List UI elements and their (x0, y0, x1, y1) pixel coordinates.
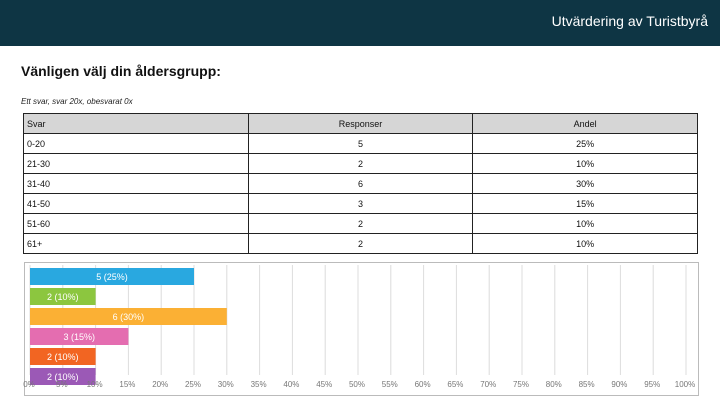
cell-answer: 21-30 (23, 153, 249, 174)
bar-0-20 (30, 268, 194, 285)
x-axis-labels: 0% 5% 10% 15% 20% 25% 30% 35% 40% 45% 50% 55% 60% 65%… (23, 380, 695, 389)
x-tick-label: 40% (283, 380, 299, 389)
x-tick-label: 90% (611, 380, 627, 389)
bar-data-label: 2 (10%) (47, 292, 79, 302)
x-tick-label: 10% (87, 380, 103, 389)
x-tick-label: 0% (23, 380, 35, 389)
cell-answer: 41-50 (23, 193, 249, 214)
page-title: Utvärdering av Turistbyrå (551, 13, 708, 29)
bar-21-30 (30, 288, 96, 305)
cell-responses: 2 (247, 153, 474, 174)
cell-share: 25% (472, 133, 698, 154)
table-row: 41-50 3 15% (23, 193, 698, 214)
results-table: Svar Responser Andel 0-20 5 25% 21-30 2 … (23, 113, 698, 254)
bar-chart-svg: 5 (25%) 2 (10%) 6 (30%) 3 (15%) 2 (10%) 2 (10… (29, 265, 687, 385)
x-tick-label: 15% (119, 380, 135, 389)
cell-responses: 3 (247, 193, 474, 214)
cell-answer: 31-40 (23, 173, 249, 194)
question-heading: Vänligen välj din åldersgrupp: (21, 63, 221, 79)
x-tick-label: 80% (546, 380, 562, 389)
table-row: 21-30 2 10% (23, 153, 698, 174)
x-tick-label: 75% (513, 380, 529, 389)
x-tick-label: 30% (218, 380, 234, 389)
bar-chart: 5 (25%) 2 (10%) 6 (30%) 3 (15%) 2 (10%) 2 (10… (24, 262, 699, 396)
x-tick-label: 55% (382, 380, 398, 389)
header-cell-share: Andel (472, 113, 698, 134)
bar-data-label: 6 (30%) (113, 312, 145, 322)
x-tick-label: 20% (152, 380, 168, 389)
cell-responses: 2 (247, 233, 474, 254)
bar-data-label: 3 (15%) (63, 332, 95, 342)
header-bar: Utvärdering av Turistbyrå (0, 0, 720, 46)
cell-answer: 51-60 (23, 213, 249, 234)
cell-responses: 6 (247, 173, 474, 194)
cell-answer: 0-20 (23, 133, 249, 154)
bar-data-label: 5 (25%) (96, 272, 128, 282)
bar-data-label: 2 (10%) (47, 372, 79, 382)
table-row: 61+ 2 10% (23, 233, 698, 254)
cell-share: 15% (472, 193, 698, 214)
cell-responses: 2 (247, 213, 474, 234)
bar-data-label: 2 (10%) (47, 352, 79, 362)
header-cell-answer: Svar (23, 113, 249, 134)
x-tick-label: 25% (185, 380, 201, 389)
cell-answer: 61+ (23, 233, 249, 254)
table-header-row: Svar Responser Andel (23, 113, 698, 134)
cell-responses: 5 (247, 133, 474, 154)
x-tick-label: 60% (415, 380, 431, 389)
bar-51-60 (30, 348, 96, 365)
cell-share: 30% (472, 173, 698, 194)
cell-share: 10% (472, 153, 698, 174)
x-tick-label: 100% (675, 380, 695, 389)
cell-share: 10% (472, 233, 698, 254)
table-row: 31-40 6 30% (23, 173, 698, 194)
x-tick-label: 35% (251, 380, 267, 389)
response-summary: Ett svar, svar 20x, obesvarat 0x (21, 97, 133, 106)
table-row: 0-20 5 25% (23, 133, 698, 154)
table-row: 51-60 2 10% (23, 213, 698, 234)
x-tick-label: 50% (349, 380, 365, 389)
x-tick-label: 85% (579, 380, 595, 389)
bar-41-50 (30, 328, 129, 345)
x-tick-label: 70% (480, 380, 496, 389)
bar-31-40 (30, 308, 227, 325)
cell-share: 10% (472, 213, 698, 234)
x-tick-label: 95% (644, 380, 660, 389)
x-tick-label: 45% (316, 380, 332, 389)
x-tick-label: 5% (56, 380, 68, 389)
bar-61+ (30, 368, 96, 385)
x-tick-label: 65% (447, 380, 463, 389)
header-cell-responses: Responser (247, 113, 474, 134)
